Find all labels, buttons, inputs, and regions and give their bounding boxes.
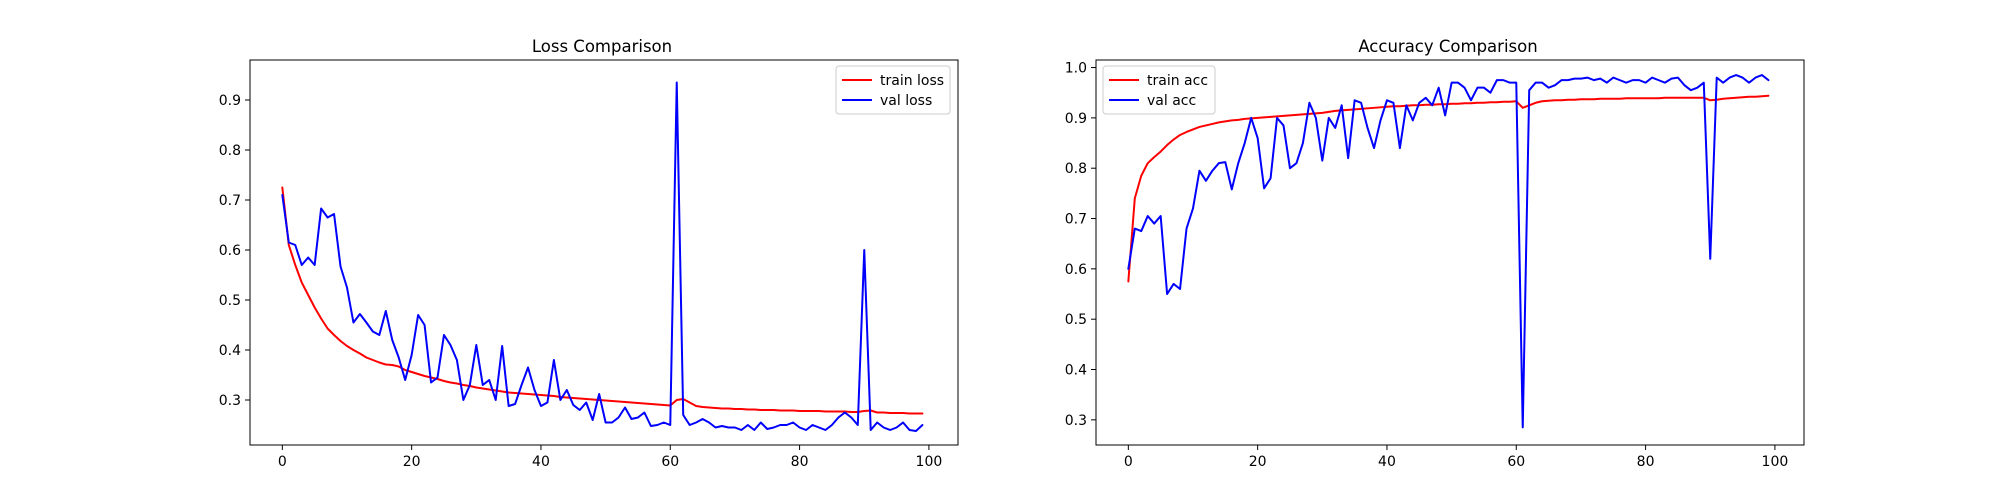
loss-legend-box <box>835 65 951 115</box>
loss-series-line-train <box>281 186 924 415</box>
loss-chart-title: Loss Comparison <box>532 37 672 56</box>
loss-ytick-label: 0.4 <box>219 343 241 359</box>
accuracy-xtick-label: 80 <box>1637 454 1655 470</box>
accuracy-ytick-label: 0.5 <box>1065 312 1087 328</box>
accuracy-y-axis: 0.3 0.4 0.5 0.6 0.7 0.8 0.9 1.0 <box>1065 61 1096 429</box>
loss-series-line-val <box>281 81 924 432</box>
accuracy-x-axis: 0 20 40 60 80 100 <box>1124 445 1788 470</box>
loss-chart: Loss Comparison 0 20 40 60 80 100 0.30.40.50.… <box>219 37 959 470</box>
accuracy-series-line-val <box>1127 74 1770 429</box>
loss-ytick-label: 0.6 <box>219 243 241 259</box>
accuracy-legend-label-train: train acc <box>1147 73 1208 89</box>
loss-ytick-label: 0.8 <box>219 143 241 159</box>
loss-axes-frame <box>249 59 959 446</box>
accuracy-ytick-label: 0.4 <box>1065 363 1087 379</box>
accuracy-xtick-label: 40 <box>1378 454 1396 470</box>
accuracy-xtick-label: 100 <box>1762 454 1789 470</box>
accuracy-plot-area <box>1127 74 1770 429</box>
accuracy-ytick-label: 0.3 <box>1065 413 1087 429</box>
loss-y-axis: 0.3 0.4 0.5 0.6 0.7 0.8 0.9 <box>219 93 250 409</box>
accuracy-ytick-label: 1.0 <box>1065 61 1087 77</box>
loss-plot-area <box>281 81 924 432</box>
loss-ytick-label: 0.9 <box>219 93 241 109</box>
accuracy-axes-frame <box>1095 59 1805 446</box>
loss-xtick-label: 20 <box>403 454 421 470</box>
accuracy-xtick-label: 0 <box>1124 454 1133 470</box>
accuracy-legend-label-val: val acc <box>1147 93 1196 109</box>
loss-ytick-label: 0.5 <box>219 293 241 309</box>
accuracy-ytick-label: 0.8 <box>1065 161 1087 177</box>
loss-ytick-label: 0.3 <box>219 393 241 409</box>
loss-xtick-label: 60 <box>661 454 679 470</box>
accuracy-ytick-label: 0.6 <box>1065 262 1087 278</box>
accuracy-chart-title: Accuracy Comparison <box>1358 37 1537 56</box>
accuracy-xtick-label: 60 <box>1507 454 1525 470</box>
loss-ytick-label: 0.7 <box>219 193 241 209</box>
accuracy-legend: train acc val acc <box>1102 65 1216 115</box>
accuracy-legend-box <box>1102 65 1216 115</box>
loss-legend-label-train: train loss <box>880 73 944 89</box>
loss-xtick-label: 0 <box>278 454 287 470</box>
accuracy-ytick-label: 0.7 <box>1065 212 1087 228</box>
accuracy-xtick-label: 20 <box>1249 454 1267 470</box>
loss-xtick-label: 40 <box>532 454 550 470</box>
loss-xtick-label: 100 <box>916 454 943 470</box>
loss-xtick-label: 80 <box>791 454 809 470</box>
accuracy-chart: Accuracy Comparison 0 20 40 60 80 100 0.30.40… <box>1065 37 1805 470</box>
loss-legend-label-val: val loss <box>880 93 932 109</box>
accuracy-ytick-label: 0.9 <box>1065 111 1087 127</box>
loss-legend: train loss val loss <box>835 65 951 115</box>
loss-x-axis: 0 20 40 60 80 100 <box>278 445 942 470</box>
